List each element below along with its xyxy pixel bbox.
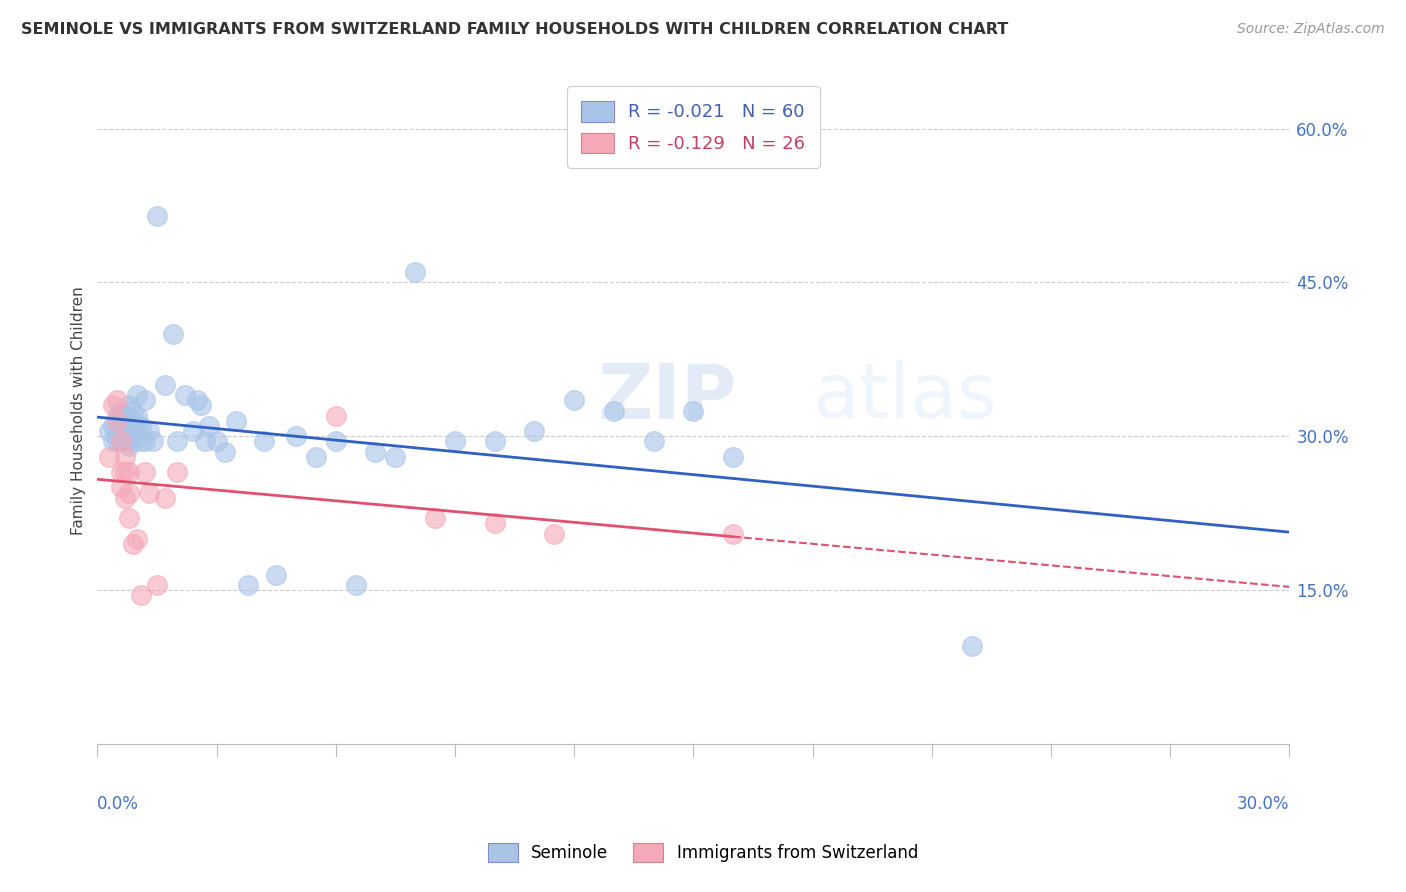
Point bbox=[138, 485, 160, 500]
Point bbox=[105, 434, 128, 449]
Point bbox=[190, 399, 212, 413]
Text: 0.0%: 0.0% bbox=[97, 795, 139, 813]
Point bbox=[129, 434, 152, 449]
Point bbox=[129, 588, 152, 602]
Point bbox=[643, 434, 665, 449]
Point bbox=[325, 409, 347, 423]
Point bbox=[264, 567, 287, 582]
Point bbox=[253, 434, 276, 449]
Text: Source: ZipAtlas.com: Source: ZipAtlas.com bbox=[1237, 22, 1385, 37]
Point bbox=[122, 537, 145, 551]
Point bbox=[384, 450, 406, 464]
Point bbox=[129, 419, 152, 434]
Point bbox=[682, 403, 704, 417]
Point bbox=[110, 465, 132, 479]
Point bbox=[103, 434, 125, 449]
Point bbox=[110, 434, 132, 449]
Text: 30.0%: 30.0% bbox=[1237, 795, 1289, 813]
Point bbox=[162, 326, 184, 341]
Point bbox=[444, 434, 467, 449]
Point bbox=[105, 414, 128, 428]
Point bbox=[134, 434, 156, 449]
Point bbox=[142, 434, 165, 449]
Point bbox=[114, 491, 136, 505]
Point bbox=[562, 393, 585, 408]
Point bbox=[484, 516, 506, 531]
Point bbox=[122, 434, 145, 449]
Point bbox=[238, 578, 260, 592]
Point bbox=[181, 424, 204, 438]
Point bbox=[114, 429, 136, 443]
Point bbox=[114, 409, 136, 423]
Point bbox=[225, 414, 247, 428]
Point bbox=[186, 393, 208, 408]
Point bbox=[305, 450, 328, 464]
Point bbox=[118, 485, 141, 500]
Point bbox=[105, 409, 128, 423]
Point bbox=[214, 444, 236, 458]
Point bbox=[127, 388, 149, 402]
Point bbox=[146, 578, 169, 592]
Point bbox=[98, 424, 121, 438]
Point bbox=[110, 434, 132, 449]
Point bbox=[205, 434, 228, 449]
Legend: Seminole, Immigrants from Switzerland: Seminole, Immigrants from Switzerland bbox=[479, 834, 927, 871]
Point bbox=[344, 578, 367, 592]
Point bbox=[118, 440, 141, 454]
Point bbox=[960, 640, 983, 654]
Point bbox=[110, 419, 132, 434]
Point bbox=[122, 403, 145, 417]
Point bbox=[114, 450, 136, 464]
Y-axis label: Family Households with Children: Family Households with Children bbox=[72, 286, 86, 535]
Point bbox=[118, 419, 141, 434]
Point bbox=[364, 444, 387, 458]
Point bbox=[110, 480, 132, 494]
Point bbox=[173, 388, 195, 402]
Point bbox=[153, 378, 176, 392]
Point bbox=[721, 450, 744, 464]
Text: SEMINOLE VS IMMIGRANTS FROM SWITZERLAND FAMILY HOUSEHOLDS WITH CHILDREN CORRELAT: SEMINOLE VS IMMIGRANTS FROM SWITZERLAND … bbox=[21, 22, 1008, 37]
Text: atlas: atlas bbox=[813, 360, 997, 434]
Point bbox=[543, 526, 565, 541]
Point bbox=[114, 419, 136, 434]
Point bbox=[118, 511, 141, 525]
Point bbox=[127, 532, 149, 546]
Text: ZIP: ZIP bbox=[598, 360, 738, 434]
Point bbox=[105, 393, 128, 408]
Point bbox=[118, 399, 141, 413]
Point bbox=[166, 434, 188, 449]
Point bbox=[98, 450, 121, 464]
Point bbox=[118, 465, 141, 479]
Point bbox=[138, 424, 160, 438]
Point bbox=[423, 511, 446, 525]
Point bbox=[134, 465, 156, 479]
Point bbox=[194, 434, 217, 449]
Point bbox=[103, 399, 125, 413]
Point bbox=[127, 424, 149, 438]
Point bbox=[146, 209, 169, 223]
Legend: R = -0.021   N = 60, R = -0.129   N = 26: R = -0.021 N = 60, R = -0.129 N = 26 bbox=[567, 87, 820, 168]
Point bbox=[114, 465, 136, 479]
Point bbox=[166, 465, 188, 479]
Point bbox=[134, 393, 156, 408]
Point bbox=[404, 265, 426, 279]
Point bbox=[153, 491, 176, 505]
Point bbox=[285, 429, 308, 443]
Point bbox=[103, 419, 125, 434]
Point bbox=[114, 434, 136, 449]
Point bbox=[127, 409, 149, 423]
Point bbox=[105, 424, 128, 438]
Point bbox=[721, 526, 744, 541]
Point bbox=[325, 434, 347, 449]
Point bbox=[122, 414, 145, 428]
Point bbox=[197, 419, 219, 434]
Point bbox=[523, 424, 546, 438]
Point bbox=[603, 403, 626, 417]
Point bbox=[110, 403, 132, 417]
Point bbox=[484, 434, 506, 449]
